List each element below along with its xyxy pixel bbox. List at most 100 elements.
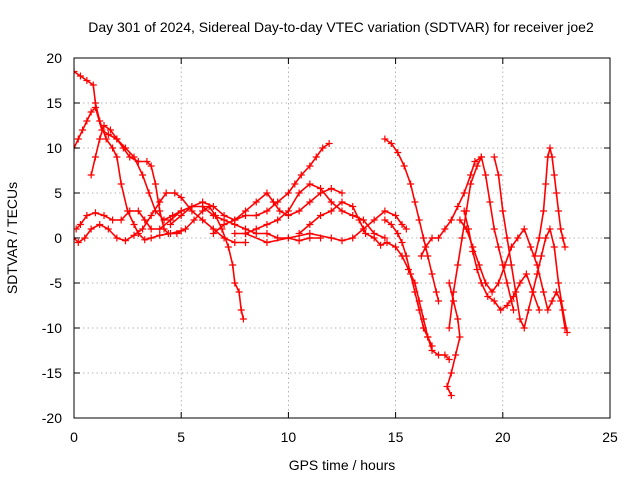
data-point bbox=[510, 306, 518, 314]
data-point bbox=[495, 279, 503, 287]
series-arc-5 bbox=[74, 189, 250, 246]
x-tick-label: 10 bbox=[281, 429, 297, 445]
data-point bbox=[121, 144, 129, 152]
data-point bbox=[407, 270, 415, 278]
data-point bbox=[295, 207, 303, 215]
series-trace bbox=[169, 187, 343, 226]
data-point bbox=[407, 180, 415, 188]
data-point bbox=[449, 288, 457, 296]
data-point bbox=[428, 234, 436, 242]
data-point bbox=[295, 230, 303, 237]
data-point bbox=[130, 231, 138, 239]
data-point bbox=[392, 243, 400, 251]
data-point bbox=[327, 234, 335, 242]
data-point bbox=[561, 324, 569, 332]
data-point bbox=[231, 216, 239, 224]
data-point bbox=[242, 230, 250, 237]
data-point bbox=[381, 135, 389, 143]
data-point bbox=[454, 203, 462, 210]
y-tick-label: 15 bbox=[46, 95, 62, 111]
data-point bbox=[535, 306, 543, 314]
data-point bbox=[143, 158, 151, 165]
data-point bbox=[317, 212, 325, 219]
series-arc-16 bbox=[456, 216, 569, 332]
data-point bbox=[327, 198, 335, 206]
data-point bbox=[445, 356, 453, 363]
data-point bbox=[306, 230, 314, 237]
data-point bbox=[117, 180, 125, 188]
x-tick-label: 20 bbox=[495, 429, 511, 445]
data-point bbox=[482, 171, 490, 179]
x-tick-label: 25 bbox=[602, 429, 618, 445]
data-point bbox=[284, 189, 292, 197]
data-point bbox=[552, 189, 560, 197]
data-point bbox=[87, 171, 95, 179]
data-point bbox=[428, 342, 436, 350]
data-point bbox=[434, 297, 442, 305]
data-point bbox=[317, 185, 325, 192]
data-point bbox=[349, 203, 357, 210]
data-point bbox=[239, 315, 247, 323]
data-point bbox=[471, 158, 479, 165]
data-point bbox=[134, 207, 142, 215]
data-point bbox=[91, 104, 99, 111]
data-series bbox=[74, 68, 571, 399]
data-point bbox=[477, 153, 485, 161]
x-tick-label: 5 bbox=[177, 429, 185, 445]
data-point bbox=[139, 171, 147, 179]
data-point bbox=[274, 198, 282, 206]
series-arc-17 bbox=[490, 153, 571, 336]
data-point bbox=[147, 225, 155, 233]
data-point bbox=[527, 243, 535, 251]
data-point bbox=[220, 234, 228, 242]
data-point bbox=[394, 149, 402, 156]
data-point bbox=[109, 216, 117, 224]
data-point bbox=[141, 236, 149, 244]
series-arc-12 bbox=[381, 216, 436, 350]
data-point bbox=[83, 77, 91, 84]
data-point bbox=[473, 162, 481, 170]
data-point bbox=[173, 230, 181, 237]
data-point bbox=[484, 293, 492, 300]
data-point bbox=[349, 234, 357, 242]
data-point bbox=[497, 306, 505, 314]
data-point bbox=[411, 288, 419, 296]
axis-ticks: 0 5 10 15 20 25 -20 -15 -10 -5 0 5 10 15 20 bbox=[42, 50, 618, 445]
data-point bbox=[209, 212, 217, 219]
data-point bbox=[181, 225, 189, 233]
data-point bbox=[199, 216, 207, 224]
data-point bbox=[550, 243, 558, 251]
data-point bbox=[102, 135, 110, 143]
data-point bbox=[464, 225, 472, 233]
data-point bbox=[432, 288, 440, 296]
data-point bbox=[490, 225, 498, 233]
series-arc-8 bbox=[231, 180, 389, 242]
series-arc-7 bbox=[209, 140, 333, 237]
data-point bbox=[552, 288, 560, 296]
data-point bbox=[525, 306, 533, 314]
data-point bbox=[458, 234, 466, 242]
data-point bbox=[229, 261, 237, 269]
data-point bbox=[495, 243, 503, 251]
data-point bbox=[74, 68, 78, 75]
series-trace bbox=[420, 156, 483, 257]
data-point bbox=[507, 261, 515, 269]
series-trace bbox=[448, 156, 515, 329]
data-point bbox=[531, 252, 539, 260]
data-point bbox=[486, 198, 494, 206]
data-point bbox=[548, 153, 556, 161]
data-point bbox=[370, 234, 378, 242]
data-point bbox=[284, 234, 292, 242]
data-point bbox=[117, 216, 125, 224]
data-point bbox=[235, 288, 243, 296]
data-point bbox=[469, 248, 477, 255]
data-point bbox=[490, 153, 498, 161]
data-point bbox=[503, 234, 511, 242]
data-point bbox=[231, 230, 239, 237]
y-axis-label: SDTVAR / TECUs bbox=[4, 182, 20, 294]
data-point bbox=[242, 212, 250, 219]
data-point bbox=[295, 237, 303, 245]
data-point bbox=[177, 212, 185, 219]
data-point bbox=[537, 252, 545, 260]
data-point bbox=[141, 216, 149, 224]
